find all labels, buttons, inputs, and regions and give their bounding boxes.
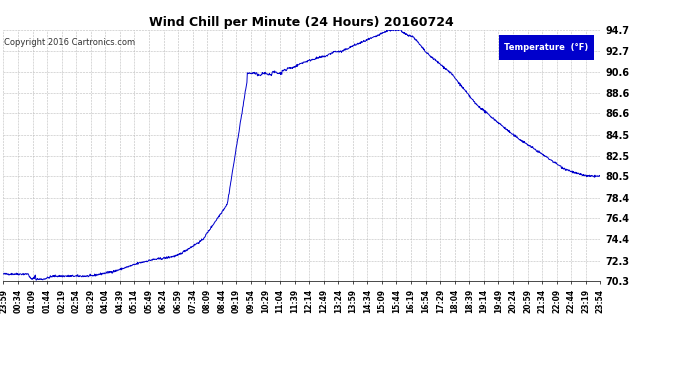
Title: Wind Chill per Minute (24 Hours) 20160724: Wind Chill per Minute (24 Hours) 2016072…: [150, 16, 454, 29]
Text: Copyright 2016 Cartronics.com: Copyright 2016 Cartronics.com: [4, 38, 135, 46]
